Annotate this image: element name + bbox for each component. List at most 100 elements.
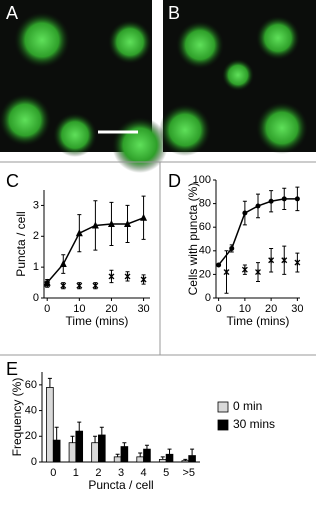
x-tick-label: 10 <box>73 303 85 315</box>
marker <box>268 198 274 204</box>
y-tick-label: 40 <box>25 404 37 416</box>
marker <box>59 260 67 268</box>
bar <box>52 439 61 463</box>
bar <box>120 446 129 463</box>
y-axis-label: Frequency (%) <box>10 378 24 457</box>
bar <box>68 442 77 463</box>
marker <box>294 259 301 266</box>
marker <box>108 273 115 280</box>
bar <box>75 430 84 463</box>
marker <box>216 262 222 268</box>
bar <box>46 387 54 463</box>
error-bar <box>138 452 143 457</box>
y-tick-label: 40 <box>199 245 211 257</box>
x-tick-label: 3 <box>118 467 124 479</box>
y-tick-label: 100 <box>193 174 211 186</box>
x-tick-label: 0 <box>50 467 56 479</box>
x-tick-label: 0 <box>216 303 222 315</box>
bar <box>181 460 190 463</box>
x-tick-label: 0 <box>44 303 50 315</box>
y-axis-label: Cells with puncta (%) <box>186 183 200 296</box>
x-axis-label: Time (mins) <box>227 314 290 328</box>
panel-label: D <box>168 171 181 191</box>
marker <box>294 196 300 202</box>
marker <box>255 269 261 276</box>
marker <box>255 203 261 209</box>
x-tick-label: 30 <box>291 303 303 315</box>
marker <box>268 257 275 264</box>
marker <box>242 210 248 216</box>
marker <box>281 196 287 202</box>
error-bar <box>190 448 195 456</box>
x-axis-label: Puncta / cell <box>88 478 153 492</box>
x-axis-label: Time (mins) <box>66 314 129 328</box>
y-tick-label: 60 <box>199 221 211 233</box>
bar <box>188 455 196 463</box>
x-tick-label: 30 <box>137 303 149 315</box>
legend-swatch <box>217 401 229 413</box>
marker <box>223 269 230 276</box>
x-tick-label: 5 <box>163 467 169 479</box>
legend-label: 30 mins <box>233 417 275 431</box>
error-bar <box>115 453 120 457</box>
bar <box>98 434 106 463</box>
x-tick-label: 10 <box>239 303 251 315</box>
marker <box>92 282 99 289</box>
marker <box>229 245 235 251</box>
error-bar <box>54 426 59 441</box>
error-bar <box>47 377 52 388</box>
y-tick-label: 3 <box>33 199 39 211</box>
error-bar <box>99 426 104 435</box>
x-tick-label: 1 <box>73 467 79 479</box>
x-tick-label: 2 <box>95 467 101 479</box>
marker <box>241 266 248 273</box>
error-bar <box>122 442 127 447</box>
marker <box>124 219 132 227</box>
marker <box>140 213 148 221</box>
marker <box>107 219 115 227</box>
bar <box>113 456 122 463</box>
x-tick-label: >5 <box>182 467 195 479</box>
marker <box>124 273 131 280</box>
bar <box>136 456 144 463</box>
y-tick-label: 20 <box>25 430 37 442</box>
error-bar <box>144 444 149 450</box>
marker <box>60 282 67 289</box>
x-tick-label: 4 <box>141 467 147 479</box>
error-bar <box>77 421 82 432</box>
error-bar <box>93 435 98 443</box>
bar <box>165 453 174 463</box>
error-bar <box>167 448 172 455</box>
panel-label: C <box>6 171 19 191</box>
error-bar <box>160 456 165 460</box>
image-b: B <box>159 0 316 156</box>
bar <box>143 448 151 463</box>
x-tick-label: 20 <box>265 303 277 315</box>
y-tick-label: 0 <box>31 456 37 468</box>
error-bar <box>70 435 75 443</box>
y-tick-label: 0 <box>205 292 211 304</box>
y-tick-label: 2 <box>33 230 39 242</box>
legend-label: 0 min <box>233 399 262 413</box>
marker <box>91 221 99 229</box>
y-tick-label: 60 <box>25 379 37 391</box>
marker <box>44 281 51 288</box>
panel-label: B <box>168 3 180 23</box>
legend-swatch <box>217 419 229 431</box>
bar <box>91 442 99 463</box>
x-tick-label: 20 <box>105 303 117 315</box>
marker <box>281 257 288 264</box>
marker <box>140 276 147 283</box>
error-bar <box>183 458 188 461</box>
y-tick-label: 80 <box>199 198 211 210</box>
marker <box>75 229 83 237</box>
y-tick-label: 20 <box>199 268 211 280</box>
marker <box>76 282 83 289</box>
y-tick-label: 0 <box>33 292 39 304</box>
y-tick-label: 1 <box>33 261 39 273</box>
y-axis-label: Puncta / cell <box>14 211 28 276</box>
image-a: A <box>0 0 168 173</box>
panel-label: A <box>6 3 18 23</box>
panel-label: E <box>6 359 18 379</box>
